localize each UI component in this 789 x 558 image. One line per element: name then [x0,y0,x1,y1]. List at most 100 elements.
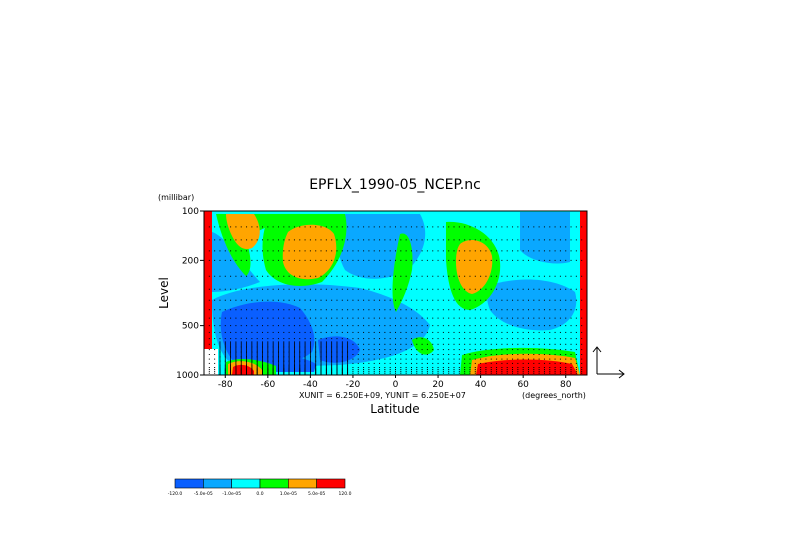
vector-point [496,370,498,372]
vector-point [559,368,561,370]
vector-point [277,331,279,333]
vector-point [272,331,274,333]
vector-point [405,366,407,368]
vector-point [469,362,471,364]
vector-point [506,343,508,345]
vector-point [485,368,487,370]
vector-point [373,372,375,374]
vector-point [410,325,412,327]
vector-point [251,299,253,301]
vector-point [389,325,391,327]
vector-point [384,343,386,345]
vector-point [272,317,274,319]
vector-point [517,370,519,372]
vector-point [283,259,285,261]
vector-point [379,309,381,311]
vector-point [453,226,455,228]
vector-point [320,250,322,252]
vector-point [315,226,317,228]
vector-point [272,288,274,290]
vector-point [230,338,232,340]
vector-point [565,354,567,356]
vector-point [240,226,242,228]
vector-point [235,317,237,319]
vector-point [458,349,460,351]
vector-point [549,370,551,372]
vector-point [480,299,482,301]
vector-point [480,354,482,356]
vector-point [405,354,407,356]
vector-point [299,259,301,261]
vector-point [543,362,545,364]
vector-point [421,331,423,333]
vector-point [522,250,524,252]
vector-point [432,250,434,252]
vector-point [543,250,545,252]
vector-point [575,338,577,340]
vector-point [543,325,545,327]
vector-point [336,226,338,228]
vector-point [522,288,524,290]
vector-point [363,358,365,360]
vector-point [522,325,524,327]
vector-point [527,370,529,372]
vector-point [442,331,444,333]
vector-point [214,309,216,311]
vector-point [363,362,365,364]
vector-point [352,275,354,277]
vector-point [373,331,375,333]
vector-point [554,317,556,319]
vector-point [426,343,428,345]
vector-point [224,338,226,340]
vector-point [251,226,253,228]
vector-point [214,362,216,364]
vector-point [400,317,402,319]
vector-point [538,226,540,228]
vector-point [299,338,301,340]
vector-point [506,358,508,360]
x-units-label: (degrees_north) [522,391,586,400]
vector-point [570,226,572,228]
vector-point [421,288,423,290]
x-tick-label: 80 [560,380,572,390]
vector-point [421,325,423,327]
vector-point [299,239,301,241]
vector-point [575,366,577,368]
vector-point [506,317,508,319]
vector-point [395,288,396,290]
vector-point [384,338,386,340]
vector-point [384,349,386,351]
vector-point [208,288,210,290]
vector-point [341,309,343,311]
colorbar-swatch [259,478,289,489]
vector-point [410,331,412,333]
vector-point [357,372,359,374]
vector-point [549,239,551,241]
vector-point [480,259,482,261]
vector-point [379,370,381,372]
vector-point [432,275,434,277]
vector-point [469,309,471,311]
vector-point [570,325,572,327]
vector-point [283,288,285,290]
vector-point [293,299,295,301]
vector-point [469,358,471,360]
vector-point [458,368,460,370]
vector-point [570,317,572,319]
vector-point [267,331,269,333]
vector-point [554,358,556,360]
vector-point [533,349,535,351]
vector-point [251,259,253,261]
vector-point [240,288,242,290]
vector-point [533,354,535,356]
vector-point [464,250,466,252]
colorbar-label: -120.0 [168,491,183,497]
vector-point [549,366,551,368]
vector-point [517,349,519,351]
vector-point [522,338,524,340]
vector-point [581,368,583,370]
vector-point [442,239,444,241]
vector-point [453,358,455,360]
vector-point [357,288,359,290]
vector-point [208,226,210,228]
